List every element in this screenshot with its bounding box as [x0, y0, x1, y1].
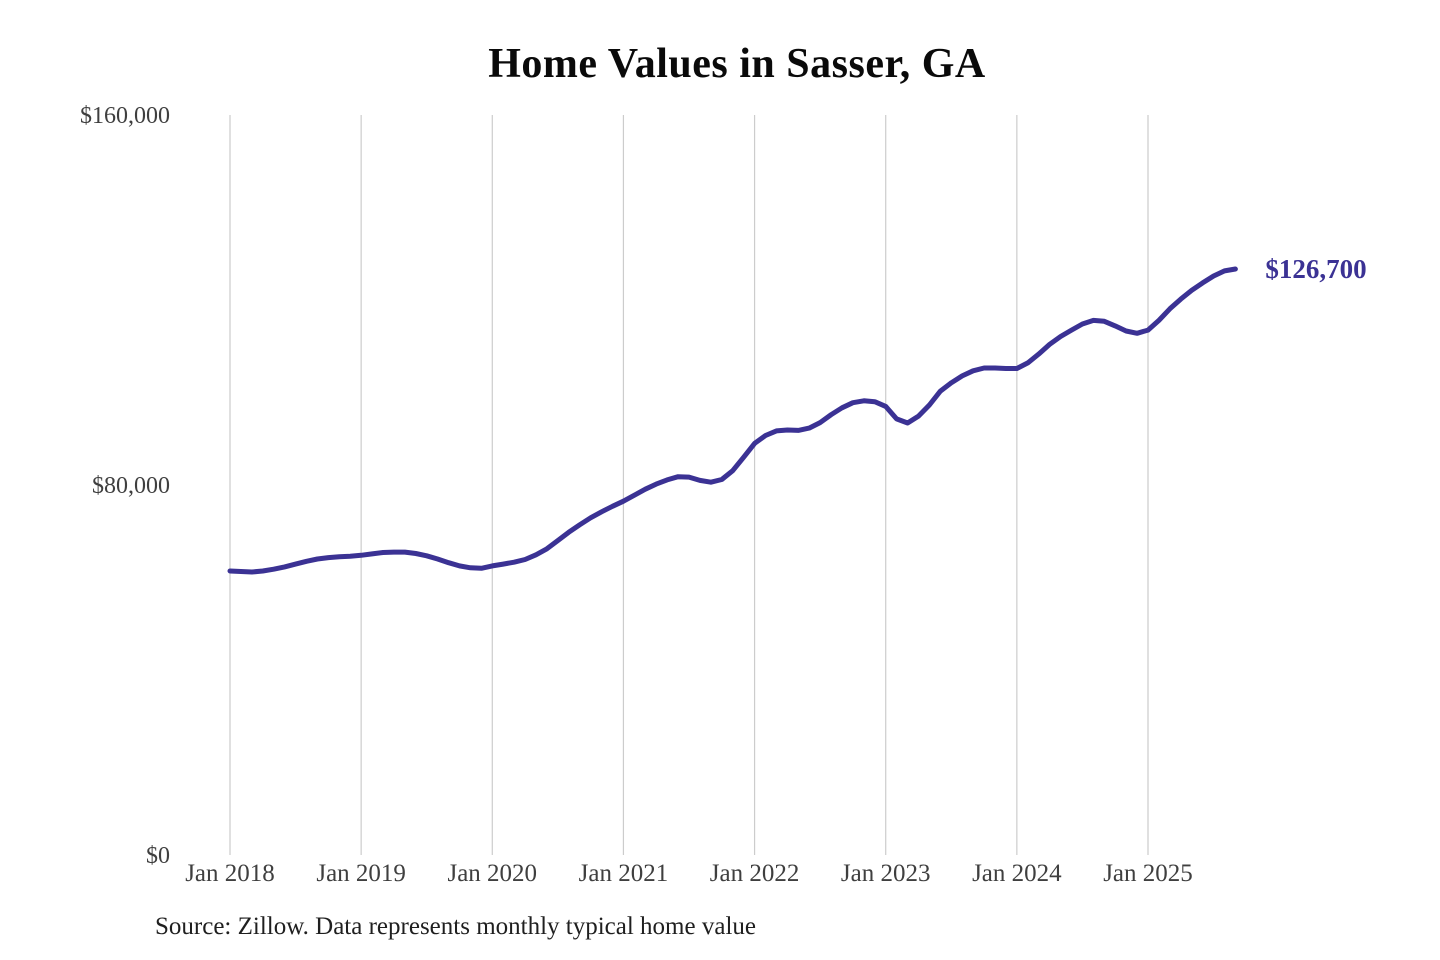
end-value-label: $126,700: [1265, 254, 1366, 284]
y-tick-label: $160,000: [80, 103, 170, 129]
x-tick-label: Jan 2021: [579, 860, 669, 887]
home-value-line: [227, 266, 1238, 575]
chart-title: Home Values in Sasser, GA: [488, 41, 986, 87]
x-tick-label: Jan 2024: [972, 860, 1062, 887]
y-tick-label: $0: [146, 843, 170, 869]
source-note: Source: Zillow. Data represents monthly …: [155, 913, 756, 940]
x-tick-label: Jan 2025: [1103, 860, 1193, 887]
x-tick-label: Jan 2022: [710, 860, 800, 887]
x-tick-label: Jan 2020: [447, 860, 537, 887]
x-tick-label: Jan 2019: [316, 860, 406, 887]
x-tick-label: Jan 2023: [841, 860, 931, 887]
x-tick-label: Jan 2018: [185, 860, 275, 887]
y-tick-label: $80,000: [92, 473, 170, 499]
